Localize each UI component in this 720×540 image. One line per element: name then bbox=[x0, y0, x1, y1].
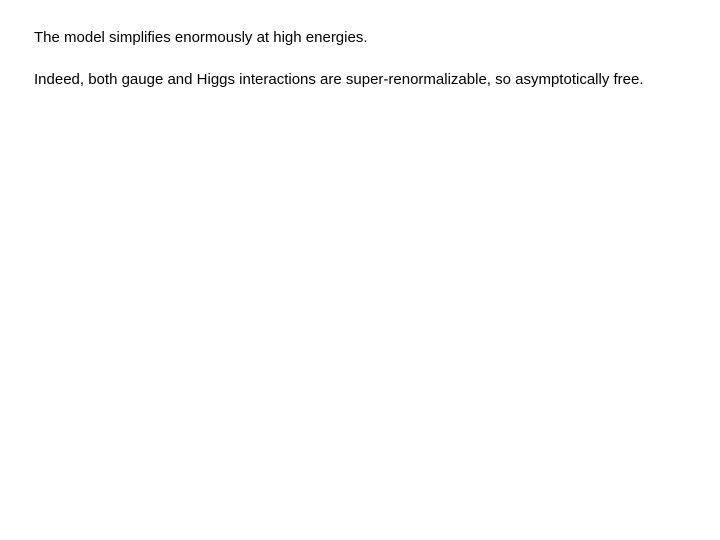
slide-body: The model simplifies enormously at high … bbox=[0, 0, 720, 540]
paragraph-2: Indeed, both gauge and Higgs interaction… bbox=[34, 70, 686, 90]
paragraph-1: The model simplifies enormously at high … bbox=[34, 28, 686, 48]
